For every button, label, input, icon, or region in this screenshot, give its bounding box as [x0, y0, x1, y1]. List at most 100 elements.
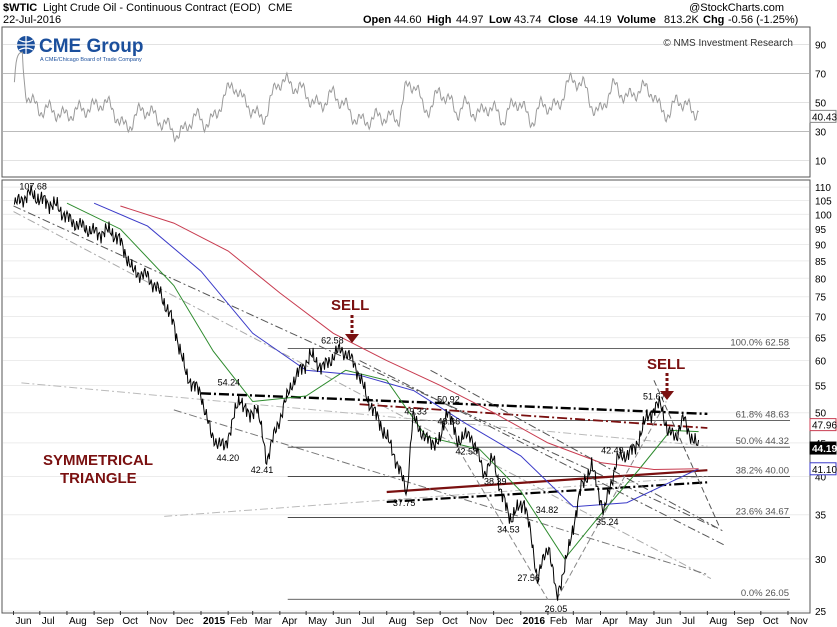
- price-tick-label: 80: [815, 274, 827, 285]
- long-term-downtrend: [13, 205, 716, 528]
- ohlc-readout: Open 44.60 High 44.97 Low 43.74 Close 44…: [363, 14, 798, 26]
- rsi-last-value-box: [809, 109, 837, 123]
- sell-arrow-icon-1: [345, 334, 359, 343]
- x-tick-label: May: [629, 616, 648, 627]
- x-axis: Jun Jul Aug Sep Oct Nov Dec 2015 Feb Mar Apr May Jun…: [13, 611, 808, 627]
- cme-brand: CME Group: [39, 36, 144, 57]
- price-point-label: 48.36: [438, 416, 461, 426]
- triangle-upper-red: [359, 403, 708, 429]
- x-tick-label: Jun: [656, 616, 672, 627]
- x-tick-label: Nov: [150, 616, 168, 627]
- price-tick-label: 30: [815, 555, 827, 566]
- price-tick-label: 55: [815, 381, 827, 392]
- right-axis-marker-label: 44.19: [812, 444, 837, 455]
- sell-arrow-icon-2: [660, 391, 674, 400]
- x-tick-label: Oct: [442, 616, 458, 627]
- moving-average-blue: [93, 202, 699, 508]
- x-tick-label: Mar: [255, 616, 273, 627]
- right-axis-marker-box: [809, 462, 837, 476]
- open-value: 44.60: [394, 14, 422, 26]
- pattern-label-line-2: TRIANGLE: [60, 470, 137, 487]
- sell-annotation-2: SELL: [647, 356, 685, 400]
- x-tick-label: Feb: [230, 616, 248, 627]
- price-tick-label: 95: [815, 225, 827, 236]
- x-tick-label: Aug: [69, 616, 87, 627]
- fib-level-label: 0.0% 26.05: [741, 588, 789, 599]
- x-tick-label: Oct: [122, 616, 138, 627]
- x-tick-label: Mar: [575, 616, 593, 627]
- price-tick-label: 70: [815, 312, 827, 323]
- price-point-label: 34.53: [497, 525, 520, 535]
- fib-level-label: 50.0% 44.32: [736, 436, 789, 447]
- x-tick-label: Aug: [389, 616, 407, 627]
- rsi-tick-label: 70: [815, 70, 827, 81]
- rsi-series-line: [13, 51, 699, 143]
- open-label: Open: [363, 14, 391, 26]
- rsi-last-value: 40.43: [812, 112, 837, 123]
- rsi-tick-label: 90: [815, 41, 827, 52]
- right-axis-marker-box: [809, 418, 837, 432]
- chg-label: Chg: [703, 14, 724, 26]
- x-tick-label: Aug: [709, 616, 727, 627]
- fib-level-label: 100.0% 62.58: [730, 338, 789, 349]
- close-value: 44.19: [584, 14, 612, 26]
- price-point-label: 51.67: [643, 391, 666, 401]
- wedge-line-2: [556, 401, 667, 600]
- price-tick-label: 50: [815, 409, 827, 420]
- fan-line-2: [430, 369, 725, 533]
- price-tick-label: 25: [815, 607, 827, 618]
- moving-average-red: [120, 205, 699, 471]
- x-tick-label: Dec: [176, 616, 194, 627]
- close-label: Close: [548, 14, 578, 26]
- price-series-line: [13, 184, 700, 601]
- chg-value: -0.56 (-1.25%): [728, 14, 798, 26]
- rsi-tick-label: 50: [815, 99, 827, 110]
- instrument-name: Light Crude Oil - Continuous Contract (E…: [43, 2, 261, 14]
- pattern-annotation: SYMMETRICAL TRIANGLE: [43, 452, 153, 487]
- price-point-label: 42.58: [455, 447, 478, 457]
- x-tick-label: Feb: [550, 616, 568, 627]
- fib-level-label: 23.6% 34.67: [736, 506, 789, 517]
- low-label: Low: [489, 14, 511, 26]
- watermark: @StockCharts.com: [689, 2, 784, 14]
- fib-level-label: 61.8% 48.63: [736, 410, 789, 421]
- rsi-grid: 10 30 50 70 90 40.43: [3, 41, 837, 168]
- price-tick-label: 40: [815, 473, 827, 484]
- price-tick-label: 100: [815, 210, 832, 221]
- x-tick-label: Sep: [96, 616, 114, 627]
- x-tick-label: 2016: [523, 616, 546, 627]
- price-tick-label: 105: [815, 196, 832, 207]
- symbol: $WTIC: [3, 2, 37, 14]
- support-line-3: [173, 409, 708, 575]
- right-axis-markers: 47.96 44.19 41.10: [809, 418, 837, 476]
- price-tick-label: 75: [815, 293, 827, 304]
- price-point-label: 34.82: [536, 505, 559, 515]
- x-tick-label: Apr: [282, 616, 298, 627]
- price-point-label: 50.92: [437, 394, 460, 404]
- high-value: 44.97: [456, 14, 484, 26]
- x-tick-label: Oct: [763, 616, 779, 627]
- price-point-label: 42.41: [251, 465, 274, 475]
- price-point-label: 35.24: [596, 517, 619, 527]
- x-tick-label: Jul: [362, 616, 375, 627]
- x-tick-label: Jun: [335, 616, 351, 627]
- price-point-label: 38.39: [484, 476, 507, 486]
- price-point-label: 26.05: [545, 604, 568, 614]
- x-tick-label: Sep: [737, 616, 755, 627]
- rsi-tick-label: 30: [815, 128, 827, 139]
- triangle-upper-line: [200, 392, 708, 416]
- trendlines: [13, 205, 725, 601]
- sell-label-1: SELL: [331, 297, 369, 314]
- x-tick-label: May: [308, 616, 327, 627]
- price-tick-label: 65: [815, 334, 827, 345]
- x-tick-label: Jul: [682, 616, 695, 627]
- right-axis-marker-box: [809, 441, 837, 455]
- fan-line-1: [359, 360, 725, 546]
- x-tick-label: Nov: [469, 616, 487, 627]
- x-tick-label: Sep: [416, 616, 434, 627]
- volume-value: 813.2K: [664, 14, 700, 26]
- price-tick-label: 110: [815, 183, 831, 194]
- price-point-label: 27.56: [517, 573, 540, 583]
- high-label: High: [427, 14, 452, 26]
- fibonacci-levels: 100.0% 62.58 61.8% 48.63 50.0% 44.32 38.2% …: [287, 338, 790, 600]
